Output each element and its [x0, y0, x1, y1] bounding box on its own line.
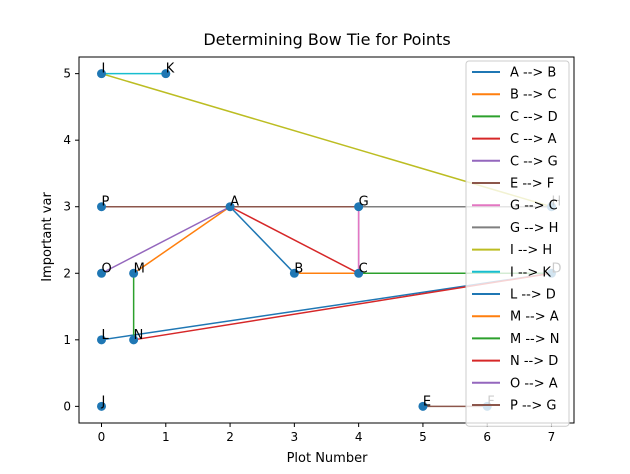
point-g	[354, 202, 364, 212]
legend-entry-label: C --> A	[510, 132, 557, 147]
edge-line-c-a	[229, 205, 360, 275]
legend-entry-label: C --> G	[510, 154, 558, 169]
point-label-g: G	[359, 195, 369, 210]
axes-frame	[78, 56, 575, 424]
point-label-n: N	[134, 328, 144, 343]
x-tick-label: 2	[226, 430, 234, 444]
legend-entry-label: B --> C	[510, 88, 557, 103]
legend-box	[465, 60, 570, 427]
point-e	[418, 401, 428, 411]
point-i	[97, 69, 106, 79]
legend-entry-label: A --> B	[510, 66, 556, 81]
legend-entry-label: N --> D	[510, 354, 558, 369]
point-label-p: P	[102, 195, 110, 210]
point-label-m: M	[134, 261, 145, 276]
point-k	[161, 69, 171, 79]
legend-entry-label: M --> A	[510, 310, 559, 325]
point-l	[97, 335, 106, 345]
point-n	[129, 335, 139, 345]
point-label-l: L	[102, 328, 110, 343]
edge-line-o-a	[100, 205, 232, 275]
y-tick-label: 3	[63, 200, 71, 214]
x-tick-label: 4	[355, 430, 363, 444]
point-label-k: K	[166, 62, 175, 77]
y-axis-label: Important var	[40, 192, 55, 282]
point-a	[225, 202, 235, 212]
point-label-j: J	[101, 394, 106, 409]
legend-entry-label: L --> D	[510, 288, 556, 303]
point-label-i: I	[102, 62, 106, 77]
point-o	[97, 268, 106, 278]
chart-title: Determining Bow Tie for Points	[203, 30, 450, 49]
edge-line-a-b	[229, 205, 296, 275]
legend-entry-label: M --> N	[510, 332, 559, 347]
x-tick-label: 3	[291, 430, 299, 444]
legend-entry-label: O --> A	[510, 376, 558, 391]
point-b	[289, 268, 299, 278]
legend-entry-label: G --> C	[510, 199, 558, 214]
y-tick-label: 5	[63, 67, 71, 81]
point-label-o: O	[102, 261, 112, 276]
legend: A --> B B --> C C --> D C --> A C --> G E -->…	[465, 60, 570, 427]
legend-entry-label: G --> H	[510, 221, 558, 236]
point-label-a: A	[230, 195, 239, 210]
plot-area: ABCDEFGHIJKLMNOP01234567012345A --> BB -…	[63, 56, 575, 444]
point-label-e: E	[423, 394, 431, 409]
point-c	[354, 268, 364, 278]
legend-entry-label: I --> K	[510, 265, 551, 280]
point-m	[129, 268, 139, 278]
legend-entry-label: P --> G	[510, 399, 556, 414]
x-tick-label: 0	[98, 430, 106, 444]
x-tick-label: 1	[162, 430, 170, 444]
y-tick-label: 4	[63, 133, 71, 147]
y-tick-label: 0	[63, 399, 71, 413]
point-p	[97, 202, 106, 212]
point-label-b: B	[294, 261, 303, 276]
legend-entry-label: E --> F	[510, 177, 554, 192]
point-label-c: C	[359, 261, 368, 276]
y-tick-label: 2	[63, 266, 71, 280]
x-tick-label: 7	[548, 430, 556, 444]
point-j	[97, 401, 106, 411]
legend-entry-label: C --> D	[510, 110, 558, 125]
legend-entry-label: I --> H	[510, 243, 552, 258]
x-tick-label: 6	[483, 430, 491, 444]
y-tick-label: 1	[63, 333, 71, 347]
x-axis-label: Plot Number	[287, 451, 369, 466]
edge-line-m-a	[132, 205, 232, 275]
x-tick-label: 5	[419, 430, 427, 444]
